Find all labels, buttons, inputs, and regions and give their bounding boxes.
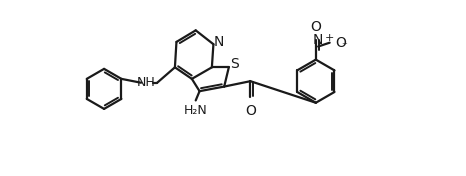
Text: +: +: [324, 33, 334, 43]
Text: N: N: [213, 35, 224, 49]
Text: ⁻: ⁻: [341, 41, 347, 51]
Text: H₂N: H₂N: [184, 104, 207, 117]
Text: O: O: [245, 103, 256, 118]
Text: S: S: [231, 57, 240, 71]
Text: N: N: [313, 33, 323, 46]
Text: NH: NH: [137, 76, 156, 89]
Text: O: O: [310, 20, 321, 34]
Text: O: O: [335, 36, 346, 50]
